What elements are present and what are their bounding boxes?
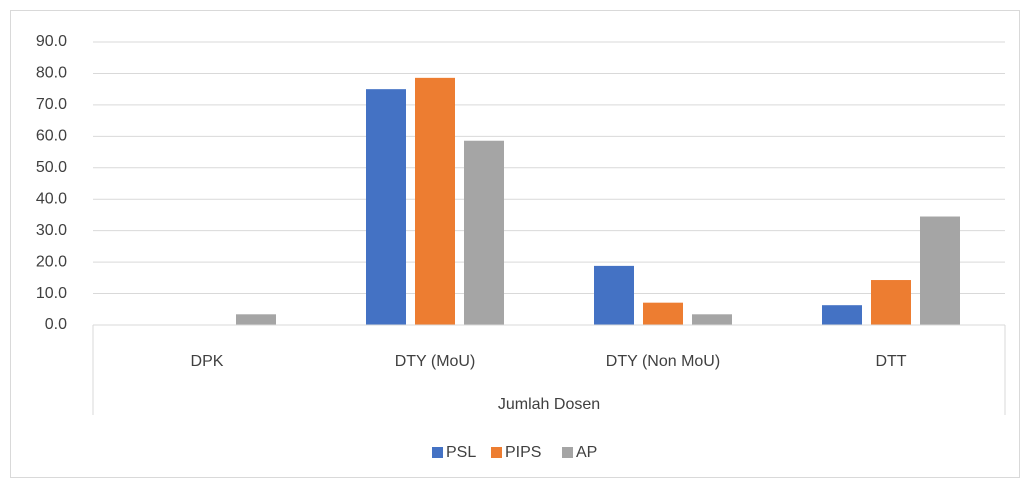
legend-swatch bbox=[491, 447, 502, 458]
bar bbox=[366, 89, 406, 326]
legend-label: AP bbox=[576, 444, 597, 461]
legend-swatch bbox=[432, 447, 443, 458]
bar bbox=[920, 216, 960, 325]
y-tick-label: 20.0 bbox=[36, 253, 67, 270]
x-tick-label: DTY (MoU) bbox=[395, 353, 476, 370]
x-tick-label: DTY (Non MoU) bbox=[606, 353, 720, 370]
y-tick-label: 80.0 bbox=[36, 65, 67, 82]
y-tick-label: 0.0 bbox=[45, 316, 67, 333]
y-tick-label: 60.0 bbox=[36, 128, 67, 145]
legend-label: PSL bbox=[446, 444, 476, 461]
y-tick-label: 40.0 bbox=[36, 190, 67, 207]
x-tick-label: DTT bbox=[875, 353, 906, 370]
bar bbox=[822, 305, 862, 325]
chart-border bbox=[10, 10, 1020, 478]
legend-label: PIPS bbox=[505, 444, 541, 461]
bar bbox=[464, 140, 504, 325]
bar bbox=[236, 314, 276, 325]
y-tick-label: 30.0 bbox=[36, 222, 67, 239]
y-tick-label: 70.0 bbox=[36, 96, 67, 113]
x-axis-label: Jumlah Dosen bbox=[498, 396, 600, 413]
bar bbox=[871, 280, 911, 325]
bar bbox=[594, 265, 634, 325]
bar bbox=[415, 77, 455, 325]
y-tick-label: 10.0 bbox=[36, 285, 67, 302]
bar bbox=[692, 314, 732, 325]
y-tick-label: 50.0 bbox=[36, 159, 67, 176]
bar bbox=[643, 302, 683, 325]
y-tick-label: 90.0 bbox=[36, 33, 67, 50]
legend-swatch bbox=[562, 447, 573, 458]
x-tick-label: DPK bbox=[191, 353, 224, 370]
